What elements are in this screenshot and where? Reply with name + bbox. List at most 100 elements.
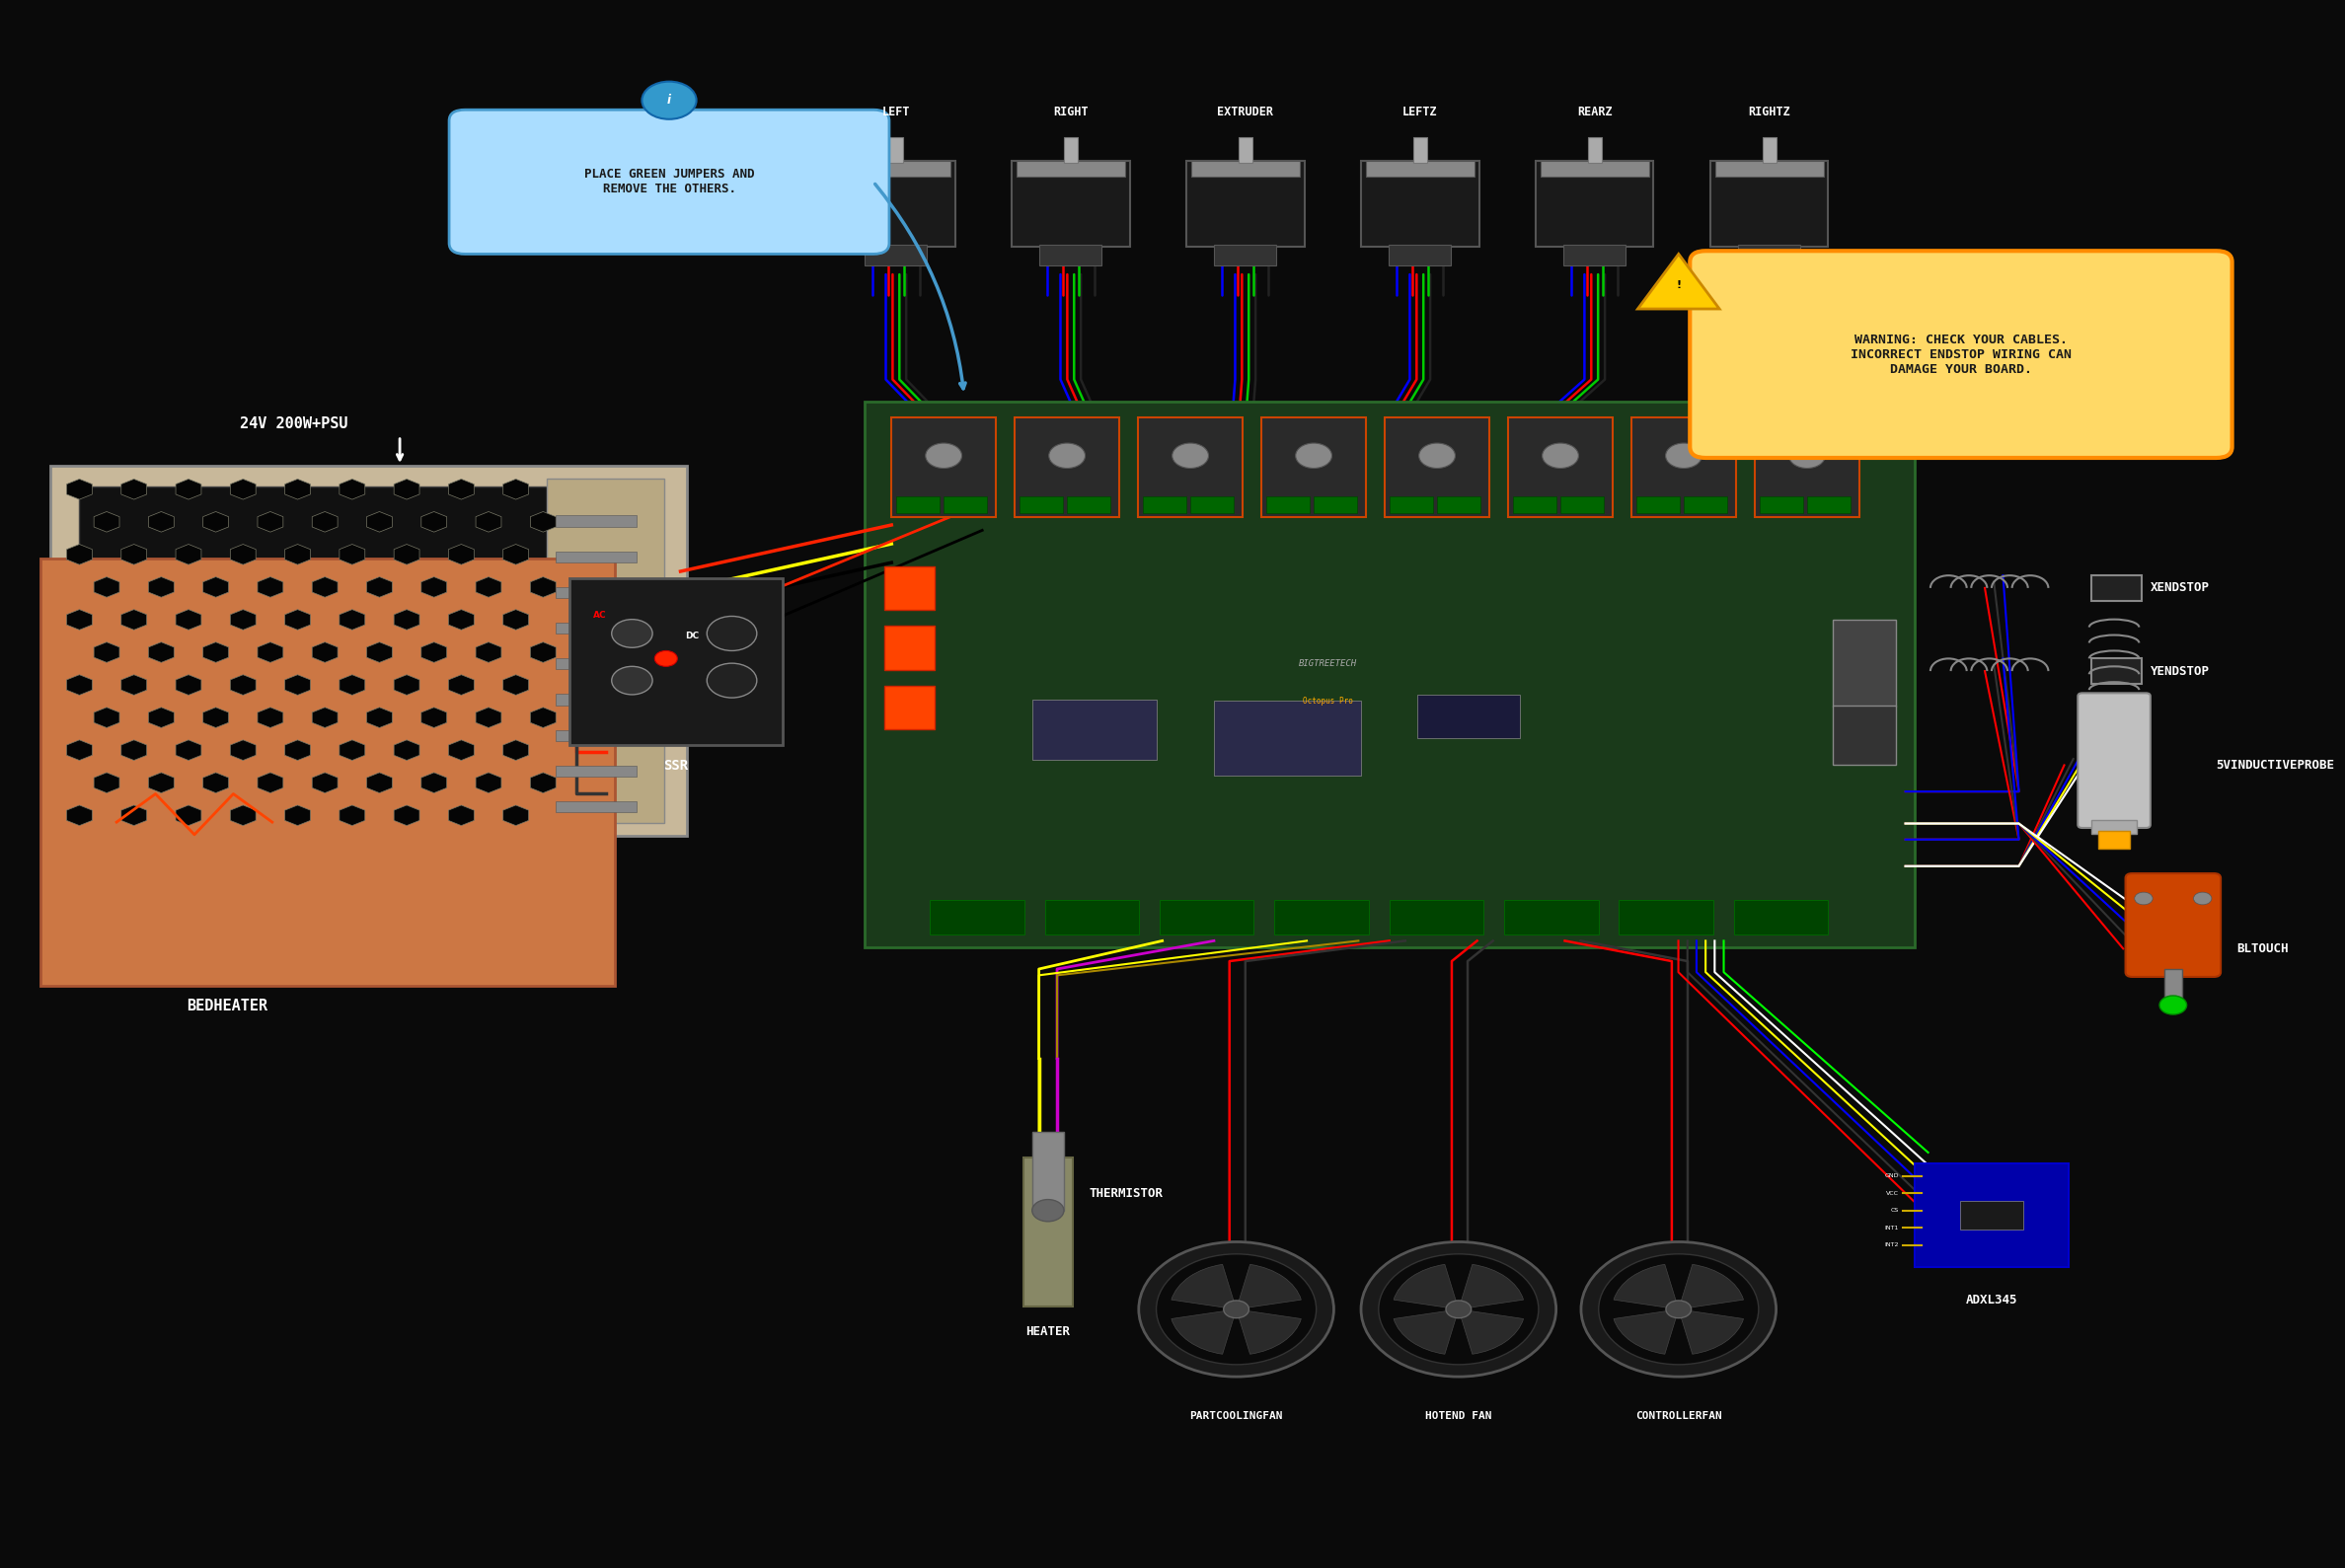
FancyBboxPatch shape bbox=[1262, 417, 1365, 516]
Circle shape bbox=[706, 616, 757, 651]
Bar bbox=[1142, 497, 1187, 514]
Text: EXTRUDER: EXTRUDER bbox=[1217, 107, 1273, 119]
FancyBboxPatch shape bbox=[837, 162, 954, 246]
Wedge shape bbox=[1613, 1309, 1679, 1355]
Bar bbox=[1559, 497, 1604, 514]
Bar bbox=[1419, 695, 1520, 739]
FancyBboxPatch shape bbox=[842, 162, 950, 177]
Circle shape bbox=[654, 651, 678, 666]
Circle shape bbox=[1140, 1242, 1334, 1377]
Text: BIGTREETECH: BIGTREETECH bbox=[1299, 659, 1358, 668]
Wedge shape bbox=[1172, 1309, 1236, 1355]
FancyBboxPatch shape bbox=[1691, 251, 2232, 458]
Bar bbox=[556, 765, 635, 776]
Text: CS: CS bbox=[1890, 1207, 1899, 1214]
FancyBboxPatch shape bbox=[1187, 162, 1304, 246]
Text: VCC: VCC bbox=[1885, 1190, 1899, 1196]
Bar bbox=[546, 478, 664, 823]
Bar bbox=[1046, 900, 1140, 935]
Bar bbox=[1032, 1132, 1065, 1210]
Bar bbox=[556, 801, 635, 812]
Text: THERMISTOR: THERMISTOR bbox=[1088, 1187, 1163, 1200]
Circle shape bbox=[1294, 444, 1332, 469]
Bar bbox=[556, 516, 635, 527]
Text: PARTCOOLINGFAN: PARTCOOLINGFAN bbox=[1189, 1411, 1283, 1421]
FancyBboxPatch shape bbox=[1386, 417, 1489, 516]
Circle shape bbox=[1419, 444, 1456, 469]
FancyBboxPatch shape bbox=[1914, 1163, 2068, 1267]
Bar bbox=[2092, 820, 2136, 834]
Bar bbox=[1637, 497, 1679, 514]
Circle shape bbox=[612, 666, 652, 695]
Text: LEFTZ: LEFTZ bbox=[1402, 107, 1437, 119]
Circle shape bbox=[1032, 1200, 1065, 1221]
Bar bbox=[1437, 497, 1480, 514]
FancyBboxPatch shape bbox=[1508, 417, 1613, 516]
Bar bbox=[1191, 497, 1233, 514]
Wedge shape bbox=[1393, 1309, 1459, 1355]
Bar bbox=[1759, 497, 1803, 514]
Text: i: i bbox=[668, 94, 671, 107]
Bar bbox=[1588, 138, 1602, 163]
FancyBboxPatch shape bbox=[1536, 162, 1653, 246]
Bar bbox=[896, 497, 940, 514]
Bar bbox=[80, 486, 560, 815]
Bar bbox=[556, 729, 635, 740]
FancyBboxPatch shape bbox=[49, 466, 687, 836]
FancyBboxPatch shape bbox=[865, 401, 1914, 947]
Bar bbox=[943, 497, 987, 514]
FancyBboxPatch shape bbox=[1011, 162, 1130, 246]
Text: XENDSTOP: XENDSTOP bbox=[2150, 582, 2209, 594]
Text: LEFT: LEFT bbox=[882, 107, 910, 119]
Text: BLTOUCH: BLTOUCH bbox=[2237, 942, 2289, 955]
Bar bbox=[884, 685, 936, 729]
Bar bbox=[556, 622, 635, 633]
FancyBboxPatch shape bbox=[1360, 162, 1480, 246]
Circle shape bbox=[2134, 892, 2153, 905]
FancyBboxPatch shape bbox=[450, 110, 889, 254]
Text: DC: DC bbox=[685, 632, 699, 640]
Bar bbox=[1414, 138, 1426, 163]
Bar bbox=[556, 552, 635, 563]
Bar bbox=[1834, 619, 1897, 706]
Bar bbox=[1834, 706, 1897, 765]
Circle shape bbox=[1156, 1254, 1316, 1364]
FancyBboxPatch shape bbox=[1191, 162, 1299, 177]
Bar bbox=[1215, 245, 1276, 265]
Circle shape bbox=[1789, 444, 1824, 469]
Circle shape bbox=[1447, 1300, 1470, 1319]
Bar bbox=[884, 566, 936, 610]
Wedge shape bbox=[1459, 1264, 1524, 1309]
Polygon shape bbox=[1637, 254, 1719, 309]
Circle shape bbox=[612, 619, 652, 648]
Text: REARZ: REARZ bbox=[1578, 107, 1613, 119]
Bar bbox=[1503, 900, 1599, 935]
Circle shape bbox=[1172, 444, 1208, 469]
FancyBboxPatch shape bbox=[1632, 417, 1735, 516]
Bar bbox=[1039, 245, 1102, 265]
Bar bbox=[1513, 497, 1557, 514]
Circle shape bbox=[2193, 892, 2211, 905]
Text: AC: AC bbox=[593, 612, 607, 619]
Bar bbox=[2164, 969, 2183, 1004]
Bar bbox=[1238, 138, 1252, 163]
FancyBboxPatch shape bbox=[1365, 162, 1475, 177]
Text: SSR: SSR bbox=[664, 759, 689, 773]
Bar bbox=[1067, 497, 1112, 514]
Bar bbox=[1032, 699, 1156, 759]
Text: HEATER: HEATER bbox=[1025, 1325, 1069, 1338]
FancyBboxPatch shape bbox=[1710, 162, 1829, 246]
Text: Octopus Pro: Octopus Pro bbox=[1301, 696, 1353, 706]
Circle shape bbox=[1048, 444, 1086, 469]
Text: YENDSTOP: YENDSTOP bbox=[2150, 665, 2209, 677]
Text: GND: GND bbox=[1885, 1173, 1899, 1179]
Bar bbox=[556, 695, 635, 706]
Text: !: ! bbox=[1677, 281, 1681, 290]
FancyBboxPatch shape bbox=[1015, 162, 1126, 177]
Wedge shape bbox=[1613, 1264, 1679, 1309]
Text: PLACE GREEN JUMPERS AND
REMOVE THE OTHERS.: PLACE GREEN JUMPERS AND REMOVE THE OTHER… bbox=[584, 168, 755, 196]
FancyBboxPatch shape bbox=[891, 417, 997, 516]
Circle shape bbox=[926, 444, 961, 469]
Wedge shape bbox=[1393, 1264, 1459, 1309]
Bar bbox=[1022, 1157, 1074, 1306]
